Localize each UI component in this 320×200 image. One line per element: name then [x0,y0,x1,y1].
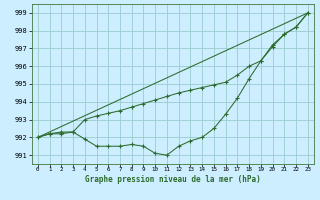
X-axis label: Graphe pression niveau de la mer (hPa): Graphe pression niveau de la mer (hPa) [85,175,261,184]
